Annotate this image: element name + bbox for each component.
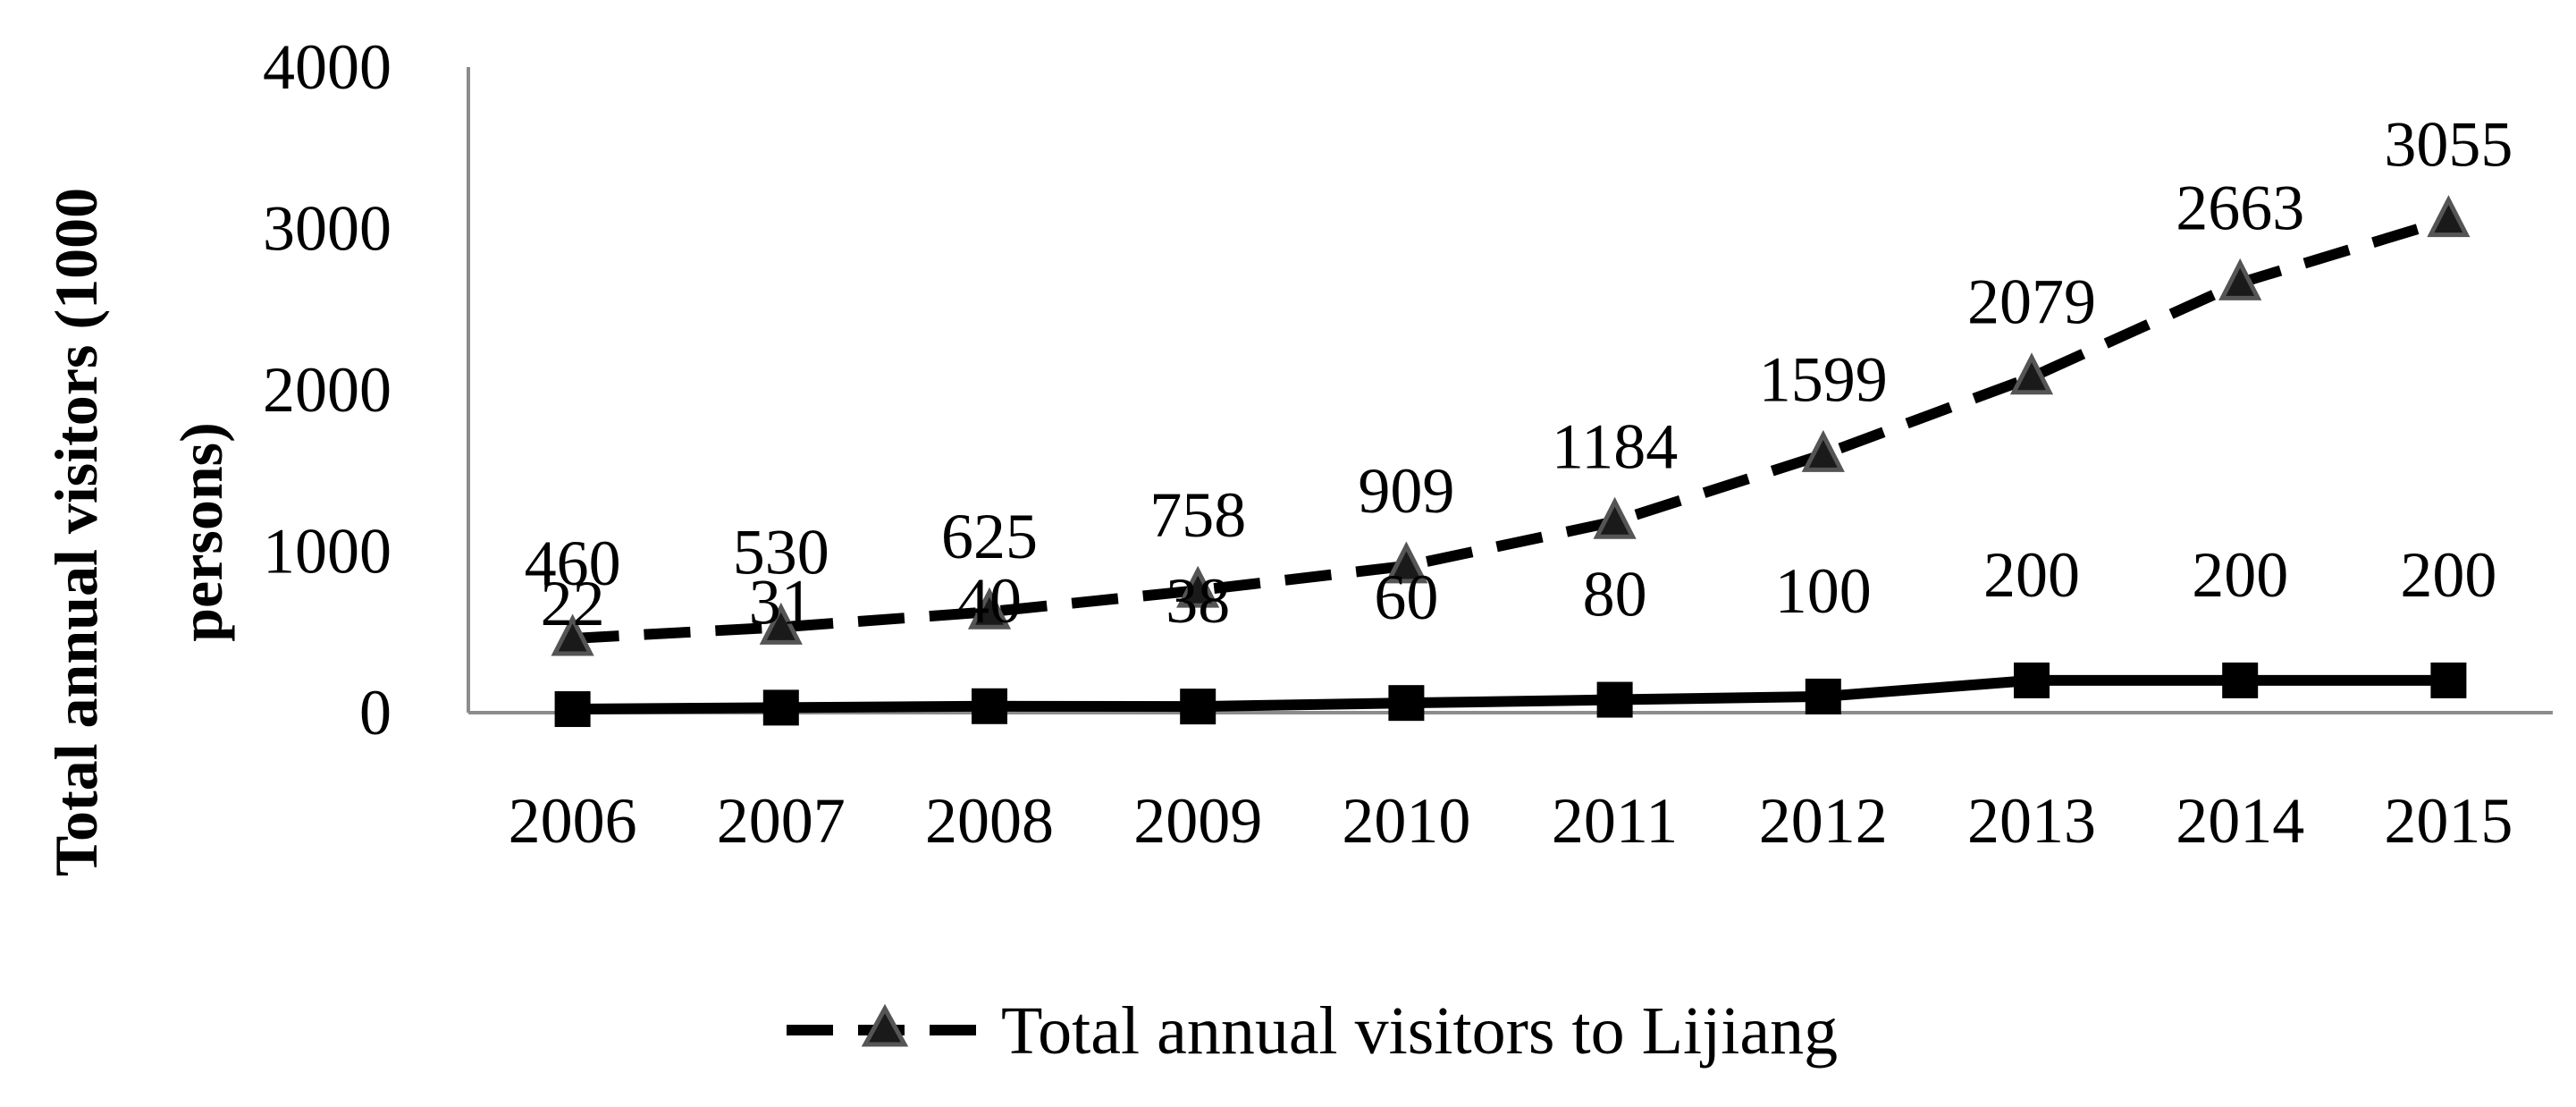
data-label: 1599 [1759, 343, 1888, 415]
data-label: 38 [1166, 565, 1230, 637]
square-marker [1388, 685, 1425, 722]
square-marker [2222, 662, 2259, 698]
triangle-marker [1593, 496, 1637, 539]
y-axis-title-line1: Total annual visitors (1000 [42, 188, 110, 876]
x-tick-label: 2009 [1133, 785, 1262, 857]
triangle-marker [551, 613, 594, 656]
y-tick-label: 3000 [263, 193, 391, 265]
triangle-marker [1385, 541, 1428, 584]
y-tick-label: 1000 [263, 516, 391, 587]
data-label: 200 [1983, 539, 2080, 611]
x-tick-label: 2014 [2176, 785, 2304, 857]
data-label: 31 [749, 566, 813, 638]
data-label: 40 [957, 565, 1022, 637]
square-marker [1805, 678, 1841, 714]
y-tick-label: 2000 [263, 354, 391, 426]
triangle-marker [2427, 195, 2471, 238]
x-tick-label: 2012 [1759, 785, 1888, 857]
square-marker [972, 688, 1007, 724]
legend: Total annual visitors to Lijiang [787, 993, 1838, 1069]
data-label: 100 [1775, 555, 1872, 627]
legend-label: Total annual visitors to Lijiang [1001, 993, 1838, 1069]
y-axis-title: Total annual visitors (1000 persons) [42, 188, 235, 876]
y-axis-title-line2: persons) [167, 422, 235, 642]
triangle-marker [759, 602, 803, 645]
data-label: 909 [1358, 455, 1454, 527]
legend-triangle-marker [861, 1003, 909, 1047]
data-label: 60 [1374, 562, 1438, 633]
series-layer [551, 195, 2471, 728]
data-label: 758 [1149, 479, 1246, 551]
series-line-0 [572, 214, 2451, 644]
y-tick-label: 4000 [263, 31, 391, 103]
data-label: 3055 [2384, 109, 2513, 181]
data-label: 200 [2192, 539, 2288, 611]
x-tick-labels: 2006 2007 2008 2009 2010 2011 2012 2013 2014 2015 [509, 785, 2513, 857]
data-label: 22 [541, 568, 605, 639]
data-labels: 460 530 625 758 909 1184 1599 2079 2663 3055 22 31 4… [525, 109, 2513, 639]
x-tick-label: 2013 [1967, 785, 2096, 857]
square-marker [2430, 662, 2467, 698]
x-tick-label: 2015 [2384, 785, 2513, 857]
triangle-marker [1176, 565, 1220, 608]
data-label: 460 [525, 528, 621, 599]
x-tick-label: 2007 [717, 785, 846, 857]
data-label: 80 [1583, 559, 1647, 630]
data-label: 2663 [2176, 172, 2304, 243]
square-marker [762, 689, 799, 726]
y-tick-labels: 0 1000 2000 3000 4000 [263, 31, 391, 748]
y-tick-label: 0 [359, 677, 391, 748]
triangle-marker [1801, 429, 1845, 472]
triangle-marker [2218, 258, 2262, 300]
triangle-marker [2009, 352, 2054, 395]
data-label: 200 [2400, 539, 2496, 611]
data-label: 530 [733, 516, 829, 587]
square-marker [1596, 681, 1633, 718]
x-tick-label: 2011 [1552, 785, 1678, 857]
data-label: 2079 [1967, 266, 2096, 338]
data-label: 1184 [1552, 410, 1678, 482]
series-line-1 [572, 674, 2449, 715]
square-marker [554, 691, 591, 728]
data-label: 625 [941, 501, 1038, 572]
square-marker [1180, 689, 1216, 725]
x-tick-label: 2010 [1342, 785, 1470, 857]
triangle-marker [967, 587, 1012, 630]
square-marker [2014, 662, 2050, 698]
x-tick-label: 2008 [925, 785, 1054, 857]
x-tick-label: 2006 [509, 785, 637, 857]
